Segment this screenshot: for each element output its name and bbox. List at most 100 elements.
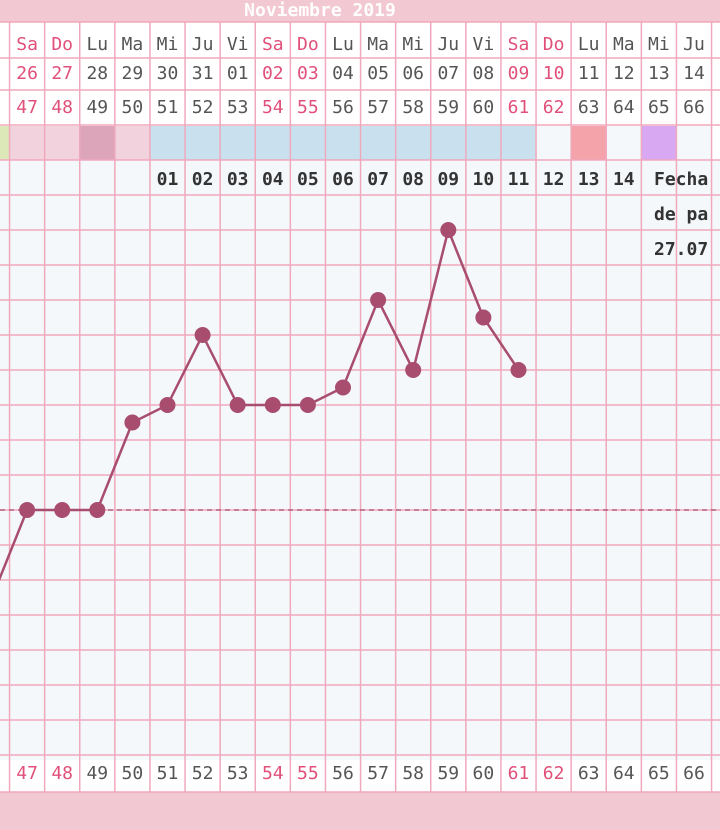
weekday: Do [297, 34, 319, 55]
status-cell [0, 126, 10, 160]
weekday: Ma [613, 34, 635, 55]
cycle-number-bottom: 62 [543, 763, 565, 784]
cycle-number: 60 [473, 97, 495, 118]
weekday: Do [543, 34, 565, 55]
cycle-day: 07 [367, 169, 389, 190]
status-cell [500, 126, 537, 160]
temperature-point [19, 502, 36, 518]
weekday: Ju [192, 34, 214, 55]
temperature-point [475, 309, 492, 326]
date: 13 [648, 63, 670, 84]
cycle-day: 12 [543, 169, 565, 190]
cycle-number-bottom: 53 [227, 763, 249, 784]
temperature-point [440, 222, 457, 238]
status-cell [185, 126, 221, 160]
temperature-point [335, 379, 351, 396]
date: 02 [262, 63, 284, 84]
date: 07 [437, 63, 459, 84]
cycle-number: 53 [227, 97, 249, 118]
status-cell [571, 126, 607, 160]
cycle-number: 54 [262, 97, 284, 118]
weekday: Ma [367, 34, 389, 55]
date: 11 [578, 63, 600, 84]
cycle-number-bottom: 55 [297, 763, 319, 784]
temperature-point [89, 502, 106, 518]
cycle-number: 66 [683, 97, 705, 118]
date: 03 [297, 63, 319, 84]
note-line: de pa [654, 204, 708, 225]
weekday: Ju [437, 34, 459, 55]
bottom-band [0, 792, 720, 830]
cycle-number-bottom: 50 [122, 763, 144, 784]
cycle-number-bottom: 54 [262, 763, 284, 784]
month-band [0, 0, 720, 22]
temperature-line [0, 225, 520, 581]
temperature-point [124, 414, 141, 431]
date: 14 [683, 63, 705, 84]
weekday: Mi [157, 34, 179, 55]
cycle-number: 59 [437, 97, 459, 118]
status-cell [325, 126, 361, 160]
status-cell [360, 126, 396, 160]
temperature-point [194, 327, 211, 343]
status-cell [79, 126, 115, 160]
cycle-number-bottom: 49 [86, 763, 108, 784]
status-cell [9, 126, 45, 160]
date: 05 [367, 63, 389, 84]
cycle-number-bottom: 64 [613, 763, 635, 784]
cycle-number-bottom: 59 [437, 763, 459, 784]
cycle-number-bottom: 52 [192, 763, 214, 784]
cycle-number-bottom: 63 [578, 763, 600, 784]
status-cell [536, 126, 572, 160]
date: 10 [543, 63, 565, 84]
cycle-number-bottom: 60 [473, 763, 495, 784]
date: 12 [613, 63, 635, 84]
cycle-number-bottom: 66 [683, 763, 705, 784]
date: 28 [86, 63, 108, 84]
cycle-number-bottom: 65 [648, 763, 670, 784]
cycle-number: 64 [613, 97, 635, 118]
status-cell [149, 126, 186, 160]
weekday: Lu [86, 34, 108, 55]
weekday: Sa [508, 34, 530, 55]
cycle-day: 04 [262, 169, 284, 190]
weekday: Ju [683, 34, 705, 55]
temperature-point [299, 397, 316, 413]
cycle-day: 02 [192, 169, 214, 190]
cycle-day: 14 [613, 169, 635, 190]
cycle-number-bottom: 61 [508, 763, 530, 784]
weekday: Lu [578, 34, 600, 55]
status-cell [676, 126, 712, 160]
date: 30 [157, 63, 179, 84]
date: 01 [227, 63, 249, 84]
cycle-number-bottom: 51 [157, 763, 179, 784]
cycle-number: 50 [122, 97, 144, 118]
weekday: Sa [262, 34, 284, 55]
cycle-day: 03 [227, 169, 249, 190]
status-cell [220, 126, 256, 160]
date: 27 [51, 63, 73, 84]
month-title: Noviembre 2019 [244, 0, 396, 21]
cycle-number: 57 [367, 97, 389, 118]
date: 26 [16, 63, 38, 84]
cycle-number: 52 [192, 97, 214, 118]
date: 08 [473, 63, 495, 84]
temperature-point [54, 502, 71, 518]
weekday: Lu [332, 34, 354, 55]
cycle-day: 05 [297, 169, 319, 190]
cycle-number: 61 [508, 97, 530, 118]
status-cell [44, 126, 80, 160]
temperature-point [264, 397, 281, 413]
weekday: Mi [402, 34, 424, 55]
status-cell [114, 126, 150, 160]
cycle-number: 49 [86, 97, 108, 118]
status-cell [430, 126, 466, 160]
cycle-number-bottom: 56 [332, 763, 354, 784]
cycle-number: 65 [648, 97, 670, 118]
temperature-point [229, 397, 246, 413]
cycle-number-bottom: 48 [51, 763, 73, 784]
cycle-day: 09 [437, 169, 459, 190]
cycle-number-bottom: 57 [367, 763, 389, 784]
date: 04 [332, 63, 354, 84]
